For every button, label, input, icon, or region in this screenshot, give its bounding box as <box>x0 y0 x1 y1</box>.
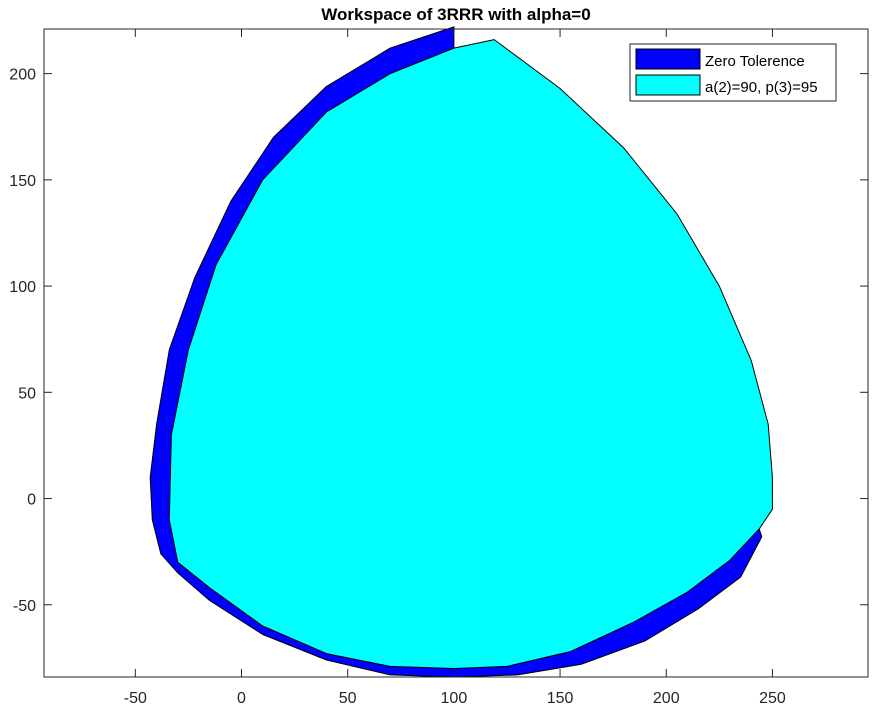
legend-label-zero-tolerence: Zero Tolerence <box>705 53 805 70</box>
y-tick-label: 100 <box>9 279 36 296</box>
y-tick-label: -50 <box>13 598 36 615</box>
legend-label-a2-p3: a(2)=90, p(3)=95 <box>705 79 818 96</box>
legend-swatch-zero-tolerence <box>635 48 701 70</box>
x-tick-label: 250 <box>759 690 786 707</box>
y-tick-label: 50 <box>18 385 36 402</box>
x-tick-label: 0 <box>237 690 246 707</box>
x-tick-label: 200 <box>653 690 680 707</box>
axes-box <box>43 28 869 678</box>
y-axis-ticks: -50 0 50 100 150 200 <box>9 67 868 615</box>
x-tick-label: -50 <box>124 690 147 707</box>
x-tick-label: 150 <box>547 690 574 707</box>
legend-swatch-a2-p3 <box>635 74 701 96</box>
series-region-1 <box>168 39 773 669</box>
y-tick-label: 150 <box>9 173 36 190</box>
legend: Zero Tolerence a(2)=90, p(3)=95 <box>629 43 837 102</box>
y-tick-label: 200 <box>9 67 36 84</box>
series-fills <box>149 26 773 678</box>
x-tick-label: 50 <box>339 690 357 707</box>
x-tick-label: 100 <box>441 690 468 707</box>
y-tick-label: 0 <box>27 492 36 509</box>
x-axis-ticks: -50 0 50 100 150 200 250 <box>124 29 786 707</box>
chart-title: Workspace of 3RRR with alpha=0 <box>321 5 590 24</box>
